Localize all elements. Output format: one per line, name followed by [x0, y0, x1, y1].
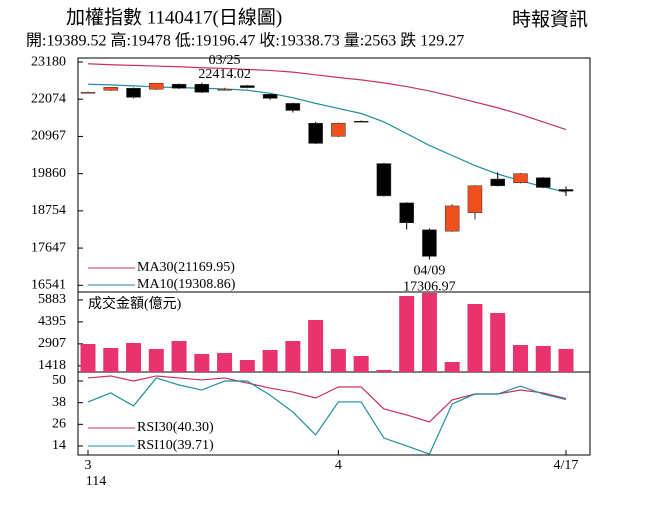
candle-body — [376, 163, 392, 197]
bar — [490, 313, 506, 372]
x-year-label: 114 — [86, 474, 106, 489]
candle-body — [422, 229, 437, 257]
candle-body — [285, 103, 301, 111]
quote-line: 開:19389.52 高:19478 低:19196.47 收:19338.73… — [26, 32, 464, 50]
annotation-date: 04/09 — [413, 264, 445, 279]
y-tick-label: 23180 — [31, 54, 66, 69]
candle-body — [444, 205, 460, 232]
annotation-value: 17306.97 — [403, 280, 456, 295]
candle-body — [217, 89, 232, 91]
y-tick-label: 17647 — [31, 240, 66, 255]
bar — [308, 320, 324, 372]
chart-title: 加權指數 1140417(日線圖) — [66, 6, 282, 28]
candle-body — [126, 88, 141, 98]
legend-label: RSI10(39.71) — [137, 438, 214, 453]
bar — [262, 350, 278, 372]
candle-body — [171, 83, 187, 89]
bar — [558, 348, 574, 372]
candle-body — [194, 83, 210, 93]
series-line — [87, 377, 567, 455]
legend-label: RSI30(40.30) — [137, 420, 214, 435]
annotation-date: 03/25 — [209, 53, 241, 68]
y-tick-label: 22074 — [31, 91, 66, 106]
y-tick-label: 20967 — [31, 129, 66, 144]
annotation-value: 22414.02 — [198, 67, 251, 82]
candle-body — [80, 92, 96, 94]
bar — [535, 345, 551, 372]
y-tick-label: 2907 — [38, 336, 66, 351]
candle-body — [353, 120, 369, 123]
y-tick-label: 16541 — [31, 277, 66, 292]
bar — [444, 361, 460, 372]
y-tick-label: 50 — [52, 373, 66, 388]
y-tick-label: 38 — [52, 395, 66, 410]
bar — [194, 353, 210, 372]
bar — [353, 356, 369, 372]
candle-body — [513, 173, 528, 183]
bar — [171, 341, 187, 372]
y-tick-label: 14 — [52, 438, 66, 453]
panel-label: 成交金額(億元) — [88, 295, 182, 312]
y-tick-label: 4395 — [38, 314, 66, 329]
x-tick-label: 4 — [335, 458, 342, 473]
y-tick-label: 18754 — [31, 203, 66, 218]
candle-body — [467, 185, 483, 213]
series-line — [87, 83, 567, 193]
bar — [421, 293, 437, 372]
bar — [217, 353, 233, 372]
y-tick-label: 19860 — [31, 166, 66, 181]
source: 時報資訊 — [512, 8, 588, 30]
y-tick-label: 26 — [52, 417, 66, 432]
bar — [512, 345, 528, 372]
bar — [330, 349, 346, 372]
bar — [239, 360, 255, 372]
x-tick-label: 3 — [85, 458, 92, 473]
legend-label: MA10(19308.86) — [137, 277, 236, 292]
x-tick-label: 4/17 — [554, 458, 579, 473]
bar — [376, 370, 392, 372]
candle-body — [262, 94, 278, 99]
candle-body — [331, 122, 346, 137]
bar — [80, 344, 96, 372]
candle-body — [103, 87, 119, 91]
bar — [467, 304, 483, 372]
bar — [126, 342, 142, 372]
candle-body — [399, 202, 414, 224]
series-line — [87, 63, 567, 131]
candle-body — [490, 178, 505, 187]
y-tick-label: 5883 — [38, 292, 66, 307]
candle-body — [535, 177, 551, 188]
candle-body — [558, 189, 574, 192]
candle-body — [240, 85, 255, 88]
series-line — [87, 375, 567, 423]
bar — [285, 341, 301, 372]
bar — [148, 349, 164, 372]
bar — [103, 348, 119, 372]
candle-body — [149, 82, 164, 90]
candle-body — [308, 122, 323, 144]
plot-frame — [77, 57, 591, 456]
y-tick-label: 1418 — [38, 358, 66, 373]
bar — [399, 296, 415, 372]
legend-label: MA30(21169.95) — [137, 260, 235, 275]
